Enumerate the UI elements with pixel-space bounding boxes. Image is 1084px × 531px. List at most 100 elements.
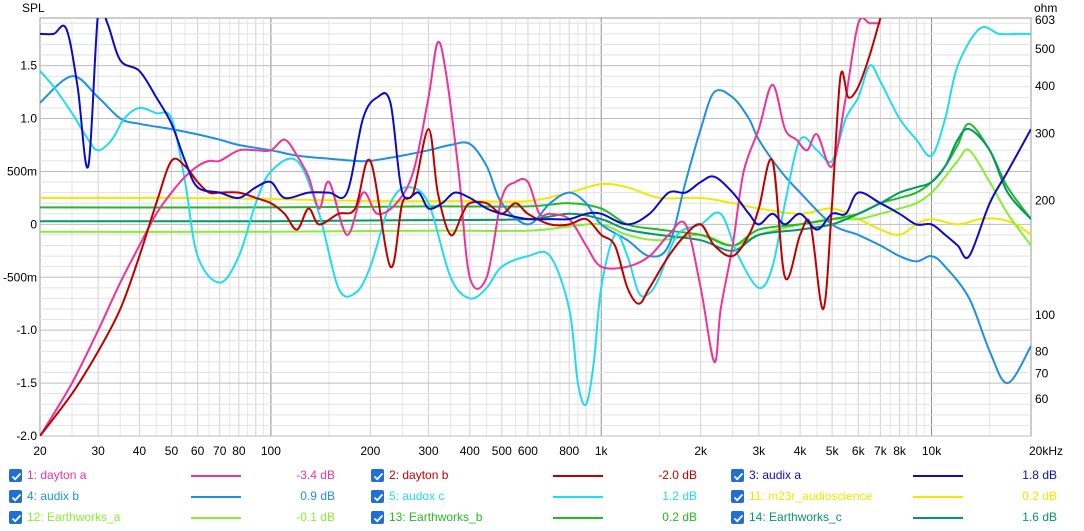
y2-tick-label: 603	[1035, 13, 1055, 27]
legend-offset-value: 1.6 dB	[1022, 510, 1057, 524]
y2-axis-title: ohm	[1034, 1, 1057, 15]
x-tick-label: 50	[165, 444, 179, 458]
legend-checkbox[interactable]	[371, 469, 384, 482]
checkmark-icon	[373, 493, 384, 502]
checkmark-icon	[373, 472, 384, 481]
legend-label: 12: Earthworks_a	[27, 510, 121, 524]
checkmark-icon	[11, 493, 22, 502]
y2-tick-label: 200	[1035, 193, 1055, 207]
legend-offset-value: 1.2 dB	[662, 489, 697, 503]
legend-swatch	[553, 475, 603, 477]
x-tick-label: 30	[91, 444, 105, 458]
x-tick-label: 600	[518, 444, 538, 458]
legend-label: 4: audix b	[27, 489, 80, 503]
legend-swatch	[913, 517, 963, 519]
y2-tick-label: 300	[1035, 126, 1055, 140]
legend-checkbox[interactable]	[731, 469, 744, 482]
x-tick-label: 20	[33, 444, 47, 458]
x-tick-label: 70	[213, 444, 227, 458]
legend-label: 2: dayton b	[389, 468, 449, 482]
x-tick-label: 100	[261, 444, 281, 458]
legend-swatch	[191, 496, 241, 498]
legend-swatch	[191, 517, 241, 519]
legend-offset-value: 0.2 dB	[1022, 489, 1057, 503]
x-tick-label: 40	[133, 444, 147, 458]
legend-item-earthworks-a: 12: Earthworks_a -0.1 dB	[9, 508, 369, 528]
legend-checkbox[interactable]	[371, 511, 384, 524]
x-tick-label: 4k	[794, 444, 808, 458]
x-tick-label: 400	[460, 444, 480, 458]
legend-offset-value: 0.2 dB	[662, 510, 697, 524]
series-line-dayton-a	[40, 18, 881, 436]
checkmark-icon	[733, 493, 744, 502]
legend-checkbox[interactable]	[731, 511, 744, 524]
series-line-earthworks-c	[40, 127, 1031, 252]
legend-offset-value: -3.4 dB	[296, 468, 335, 482]
legend-item-audix-b: 4: audix b 0.9 dB	[9, 487, 369, 507]
y-axis-title: SPL	[22, 1, 45, 15]
y2-tick-label: 70	[1035, 367, 1049, 381]
x-tick-label: 80	[232, 444, 246, 458]
legend-item-audix-a: 3: audix a 1.8 dB	[731, 466, 1084, 486]
axis-layer: SPL ohm 1.5 1.0 500m 0 -500m -1.0 -1.5 -2.0 603 500…	[3, 1, 1063, 458]
x-tick-label: 200	[360, 444, 380, 458]
legend-label: 3: audix a	[749, 468, 802, 482]
x-tick-label: 1k	[595, 444, 609, 458]
series-line-audix-a	[40, 18, 1031, 259]
x-tick-label: 3k	[752, 444, 766, 458]
frequency-response-chart: SPL ohm 1.5 1.0 500m 0 -500m -1.0 -1.5 -2.0 603 500…	[3, 1, 1063, 458]
y-tick-label: -2.0	[16, 429, 37, 443]
y-tick-label: -500m	[3, 270, 37, 284]
legend-checkbox[interactable]	[9, 490, 22, 503]
y-tick-label: -1.0	[16, 323, 37, 337]
legend-offset-value: 1.8 dB	[1022, 468, 1057, 482]
y2-tick-label: 500	[1035, 42, 1055, 56]
y-tick-label: 500m	[7, 164, 37, 178]
legend-swatch	[553, 517, 603, 519]
series-layer	[40, 18, 1031, 436]
legend-item-earthworks-c: 14: Earthworks_c 1.6 dB	[731, 508, 1084, 528]
x-tick-label: 10k	[922, 444, 942, 458]
x-tick-label: 300	[418, 444, 438, 458]
y-tick-label: -1.5	[16, 376, 37, 390]
checkmark-icon	[11, 472, 22, 481]
legend-item-earthworks-b: 13: Earthworks_b 0.2 dB	[371, 508, 731, 528]
legend-offset-value: -2.0 dB	[658, 468, 697, 482]
legend-checkbox[interactable]	[731, 490, 744, 503]
legend-item-audox-c: 5: audox c 1.2 dB	[371, 487, 731, 507]
legend-checkbox[interactable]	[371, 490, 384, 503]
y-tick-label: 0	[30, 217, 37, 231]
grid	[39, 17, 1032, 437]
legend-checkbox[interactable]	[9, 511, 22, 524]
x-tick-label: 2k	[694, 444, 708, 458]
x-tick-label: 20kHz	[1029, 444, 1063, 458]
legend-label: 1: dayton a	[27, 468, 87, 482]
legend-item-dayton-b: 2: dayton b -2.0 dB	[371, 466, 731, 486]
checkmark-icon	[11, 514, 22, 523]
series-line-audix-b	[40, 75, 1031, 385]
x-tick-label: 6k	[852, 444, 866, 458]
x-tick-label: 5k	[826, 444, 840, 458]
legend-item-dayton-a: 1: dayton a -3.4 dB	[9, 466, 369, 486]
legend-offset-value: 0.9 dB	[300, 489, 335, 503]
legend-label: 13: Earthworks_b	[389, 510, 483, 524]
y2-tick-label: 100	[1035, 308, 1055, 322]
legend-label: 5: audox c	[389, 489, 445, 503]
x-tick-label: 7k	[874, 444, 888, 458]
checkmark-icon	[733, 472, 744, 481]
legend-swatch	[191, 475, 241, 477]
checkmark-icon	[733, 514, 744, 523]
y2-tick-label: 60	[1035, 392, 1049, 406]
x-tick-label: 60	[191, 444, 205, 458]
legend-checkbox[interactable]	[9, 469, 22, 482]
legend-item-m23r-audioscience: 11: m23r_audioscience 0.2 dB	[731, 487, 1084, 507]
x-tick-label: 8k	[893, 444, 907, 458]
legend-swatch	[913, 475, 963, 477]
checkmark-icon	[373, 514, 384, 523]
legend-offset-value: -0.1 dB	[296, 510, 335, 524]
series-line-earthworks-b	[40, 122, 1031, 247]
legend-swatch	[553, 496, 603, 498]
y-tick-label: 1.5	[20, 59, 37, 73]
y-tick-label: 1.0	[20, 112, 37, 126]
series-line-audox-c	[40, 26, 1031, 407]
